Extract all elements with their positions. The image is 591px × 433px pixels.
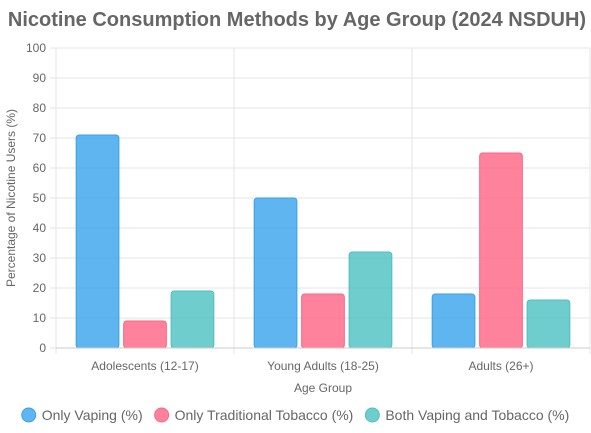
legend-label: Only Vaping (%) xyxy=(42,407,143,423)
legend-item[interactable]: Both Vaping and Tobacco (%) xyxy=(364,407,569,423)
y-tick-label: 70 xyxy=(33,131,47,145)
y-tick-label: 20 xyxy=(33,281,47,295)
x-tick-label: Adults (26+) xyxy=(468,359,533,373)
legend-item[interactable]: Only Vaping (%) xyxy=(21,407,143,423)
bar[interactable] xyxy=(301,293,345,349)
x-tick-label: Young Adults (18-25) xyxy=(267,359,379,373)
y-tick-label: 80 xyxy=(33,101,47,115)
legend: Only Vaping (%) Only Traditional Tobacco … xyxy=(21,407,569,423)
bar[interactable] xyxy=(348,251,393,349)
bars xyxy=(75,134,571,349)
y-tick-label: 50 xyxy=(33,191,47,205)
legend-label: Only Traditional Tobacco (%) xyxy=(175,407,354,423)
y-tick-label: 10 xyxy=(33,311,47,325)
bar[interactable] xyxy=(479,152,523,349)
legend-label: Both Vaping and Tobacco (%) xyxy=(385,407,569,423)
axes: 0 10 20 30 40 50 60 70 80 90 100 Adolescents (12-17… xyxy=(26,41,590,373)
legend-marker xyxy=(364,407,380,423)
y-axis-title: Percentage of Nicotine Users (%) xyxy=(4,109,18,287)
legend-marker xyxy=(21,407,37,423)
y-tick-label: 0 xyxy=(39,341,46,355)
y-tick-label: 40 xyxy=(33,221,47,235)
y-tick-label: 30 xyxy=(33,251,47,265)
legend-item[interactable]: Only Traditional Tobacco (%) xyxy=(154,407,354,423)
bar[interactable] xyxy=(526,299,571,349)
legend-marker xyxy=(154,407,170,423)
bar[interactable] xyxy=(170,290,215,349)
bar[interactable] xyxy=(431,293,476,349)
chart-title: Nicotine Consumption Methods by Age Grou… xyxy=(8,9,586,31)
y-tick-label: 100 xyxy=(26,41,46,55)
bar[interactable] xyxy=(253,197,298,349)
gridlines xyxy=(50,47,591,354)
x-axis-title: Age Group xyxy=(294,381,352,395)
y-tick-label: 60 xyxy=(33,161,47,175)
y-tick-label: 90 xyxy=(33,71,47,85)
bar[interactable] xyxy=(75,134,120,349)
x-tick-label: Adolescents (12-17) xyxy=(91,359,198,373)
bar[interactable] xyxy=(123,320,167,349)
